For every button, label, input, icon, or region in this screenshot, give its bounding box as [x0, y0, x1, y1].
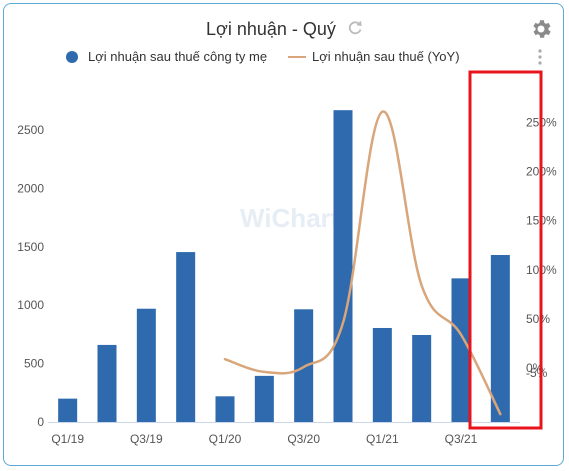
right-axis-tick: 0%	[526, 361, 544, 375]
watermark-text: WiChart	[240, 203, 340, 233]
legend-line-marker	[288, 56, 306, 58]
left-axis-tick: 500	[24, 357, 44, 371]
bar[interactable]	[176, 252, 196, 422]
gear-icon[interactable]	[529, 17, 553, 41]
bar[interactable]	[254, 375, 274, 422]
bar-series	[58, 110, 510, 423]
bar[interactable]	[215, 396, 235, 422]
x-axis-tick: Q3/21	[445, 432, 478, 446]
x-axis: Q1/19 Q3/19 Q1/20 Q3/20 Q1/21 Q3/21	[51, 432, 477, 446]
bar[interactable]	[333, 110, 353, 423]
yoy-line	[223, 110, 502, 416]
x-axis-tick: Q3/19	[130, 432, 163, 446]
left-axis-tick: 2500	[17, 123, 44, 137]
bar[interactable]	[490, 254, 510, 422]
right-axis: -5%0%50%100%150%200%250%	[526, 115, 557, 379]
bar[interactable]	[451, 278, 471, 422]
x-axis-tick: Q1/21	[366, 432, 399, 446]
chart-title: Lợi nhuận - Quý	[206, 19, 336, 39]
x-axis-tick: Q1/20	[209, 432, 242, 446]
left-axis: 0 500 1000 1500 2000 2500	[17, 123, 44, 429]
x-axis-tick: Q1/19	[51, 432, 84, 446]
left-axis-tick: 1000	[17, 298, 44, 312]
bar[interactable]	[136, 308, 156, 422]
chart-header: Lợi nhuận - Quý	[0, 18, 569, 41]
bar[interactable]	[412, 334, 432, 422]
right-axis-tick: 50%	[526, 312, 550, 326]
bar[interactable]	[58, 398, 78, 422]
vertical-dots-icon[interactable]	[537, 48, 543, 68]
x-axis-tick: Q3/20	[287, 432, 320, 446]
legend-bar-marker	[66, 51, 78, 63]
left-axis-tick: 2000	[17, 181, 44, 195]
bar[interactable]	[372, 327, 392, 422]
legend-label-bar: Lợi nhuận sau thuế công ty mẹ	[88, 49, 268, 64]
bar[interactable]	[97, 344, 117, 422]
refresh-icon[interactable]	[347, 19, 363, 41]
highlight-box	[468, 70, 543, 430]
left-axis-tick: 0	[37, 415, 44, 429]
left-axis-tick: 1500	[17, 240, 44, 254]
legend-label-line: Lợi nhuận sau thuế (YoY)	[312, 49, 460, 64]
